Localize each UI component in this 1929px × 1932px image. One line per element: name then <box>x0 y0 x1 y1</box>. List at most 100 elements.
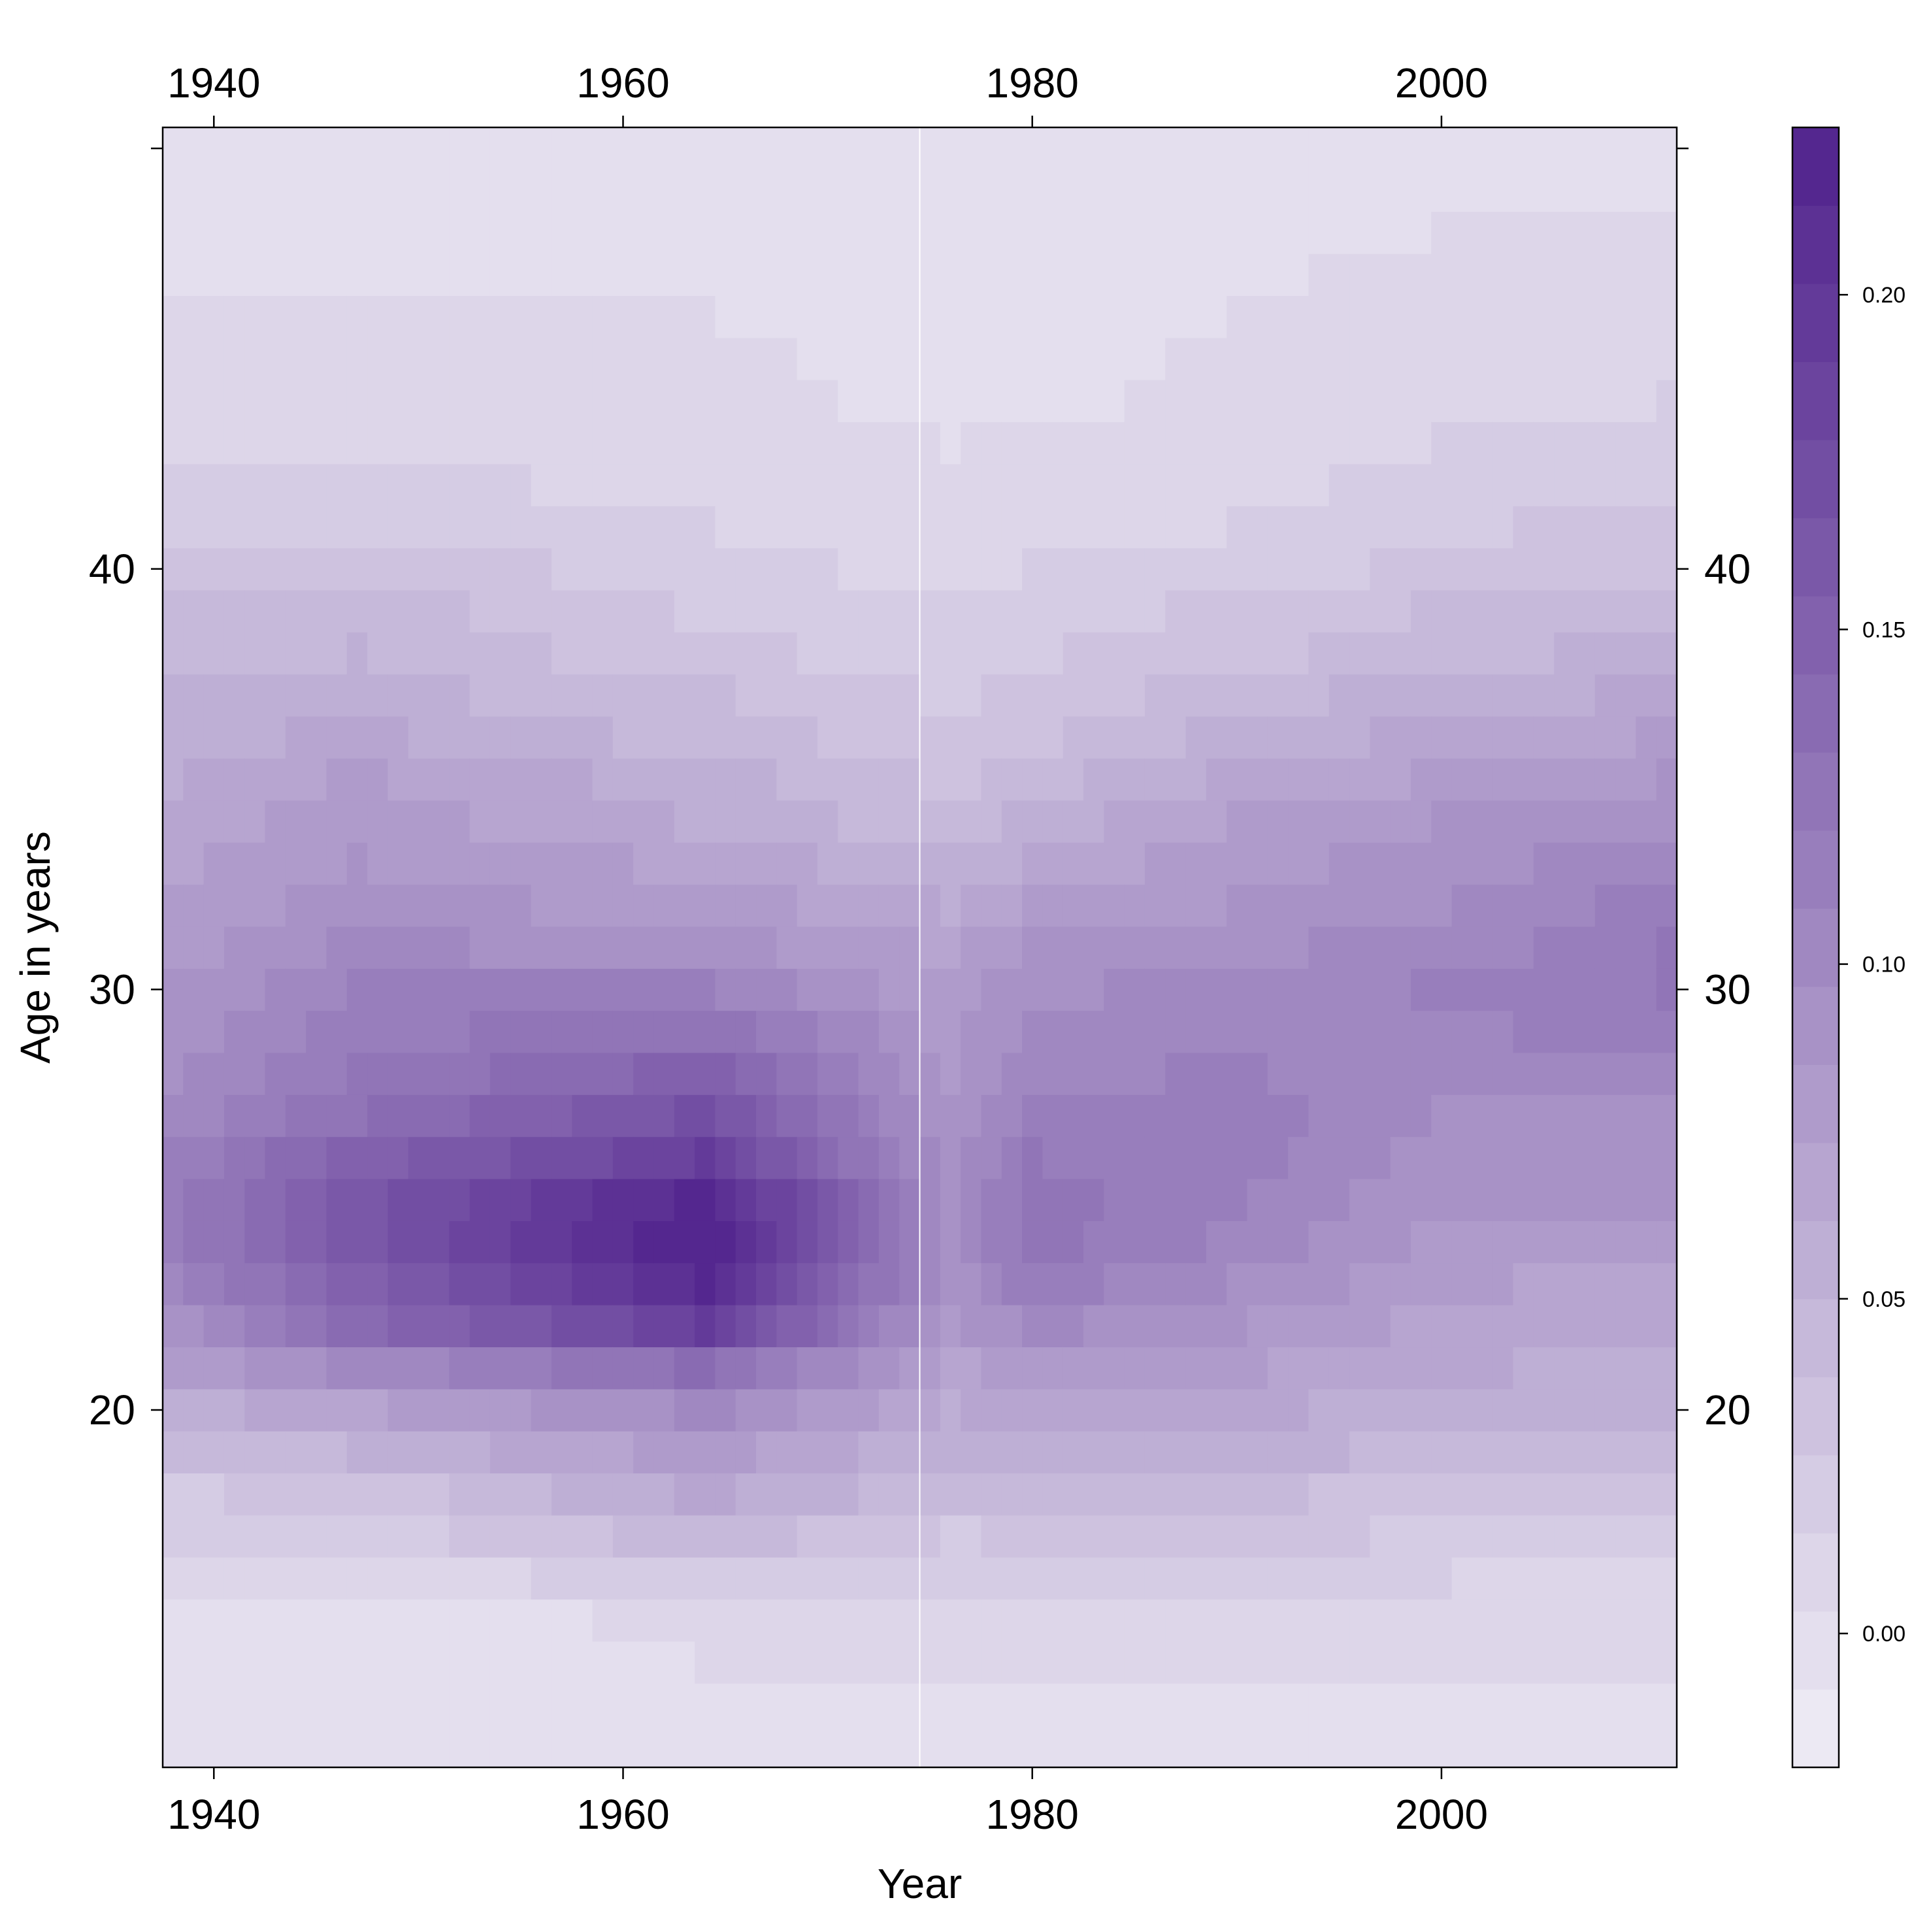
heatmap-cell <box>919 1683 941 1726</box>
heatmap-cell <box>306 1557 327 1600</box>
heatmap-cell <box>1636 1725 1657 1768</box>
heatmap-cell <box>203 1178 225 1221</box>
heatmap-cell <box>940 254 961 297</box>
heatmap-cell <box>489 968 511 1011</box>
heatmap-cell <box>449 1136 470 1179</box>
heatmap-cell <box>1308 842 1330 885</box>
heatmap-cell <box>306 1641 327 1684</box>
colorbar: 0.000.050.100.150.20 <box>1791 126 1905 1769</box>
heatmap-cell <box>1472 506 1493 549</box>
heatmap-cell <box>1615 254 1636 297</box>
heatmap-cell <box>878 926 900 969</box>
heatmap-cell <box>1267 1262 1289 1305</box>
heatmap-cell <box>203 1683 225 1726</box>
heatmap-cell <box>1472 380 1493 423</box>
heatmap-cell <box>551 1220 572 1264</box>
heatmap-cell <box>1185 1347 1207 1390</box>
heatmap-cell <box>695 800 716 843</box>
colorbar-swatch <box>1792 830 1839 909</box>
heatmap-cell <box>776 1094 798 1138</box>
heatmap-cell <box>1615 800 1636 843</box>
heatmap-cell <box>1001 254 1023 297</box>
heatmap-cell <box>1144 884 1166 927</box>
heatmap-cell <box>551 211 572 254</box>
heatmap-cell <box>510 1094 532 1138</box>
heatmap-cell <box>1390 1136 1411 1179</box>
heatmap-cell <box>1308 169 1330 212</box>
heatmap-cell <box>878 758 900 801</box>
heatmap-cell <box>1349 716 1370 759</box>
heatmap-cell <box>1349 926 1370 969</box>
heatmap-cell <box>429 674 450 717</box>
heatmap-cell <box>735 632 757 675</box>
heatmap-cell <box>1022 1347 1043 1390</box>
heatmap-cell <box>469 1431 491 1474</box>
heatmap-cell <box>1451 1725 1473 1768</box>
heatmap-cell <box>633 1262 655 1305</box>
heatmap-cell <box>940 1599 961 1642</box>
heatmap-cell <box>1636 968 1657 1011</box>
heatmap-cell <box>244 1641 266 1684</box>
heatmap-cell <box>1656 1725 1677 1768</box>
heatmap-cell <box>489 1010 511 1053</box>
heatmap-cell <box>797 337 818 380</box>
heatmap-cell <box>695 1725 716 1768</box>
heatmap-cell <box>510 589 532 632</box>
heatmap-cell <box>1554 716 1575 759</box>
heatmap-cell <box>1288 800 1309 843</box>
heatmap-cell <box>797 506 818 549</box>
heatmap-cell <box>715 1431 736 1474</box>
heatmap-cell <box>858 127 880 170</box>
heatmap-cell <box>1063 295 1084 338</box>
heatmap-cell <box>306 1599 327 1642</box>
heatmap-cell <box>1410 1347 1432 1390</box>
heatmap-cell <box>1370 463 1391 506</box>
heatmap-cell <box>1410 506 1432 549</box>
heatmap-cell <box>1227 169 1248 212</box>
heatmap-cell <box>531 1305 552 1348</box>
heatmap-cell <box>306 1094 327 1138</box>
heatmap-cell <box>1267 758 1289 801</box>
heatmap-cell <box>735 295 757 338</box>
heatmap-cell <box>981 1347 1002 1390</box>
heatmap-cell <box>1083 506 1104 549</box>
heatmap-cell <box>838 421 859 465</box>
heatmap-cell <box>1104 1136 1125 1179</box>
heatmap-cell <box>408 337 429 380</box>
heatmap-cell <box>715 127 736 170</box>
heatmap-cell <box>1472 1641 1493 1684</box>
heatmap-cell <box>367 1388 389 1432</box>
heatmap-cell <box>633 1473 655 1516</box>
heatmap-cell <box>1656 1388 1677 1432</box>
heatmap-cell <box>306 1388 327 1432</box>
heatmap-cell <box>183 463 205 506</box>
heatmap-cell <box>1042 1136 1064 1179</box>
heatmap-cell <box>1636 1220 1657 1264</box>
heatmap-cell <box>1431 463 1453 506</box>
heatmap-cell <box>408 548 429 591</box>
heatmap-cell <box>326 1347 348 1390</box>
heatmap-cell <box>633 632 655 675</box>
heatmap-cell <box>346 1262 368 1305</box>
heatmap-cell <box>1328 800 1350 843</box>
heatmap-cell <box>510 254 532 297</box>
heatmap-cell <box>163 295 184 338</box>
heatmap-cell <box>408 506 429 549</box>
heatmap-cell <box>1206 1347 1227 1390</box>
heatmap-cell <box>653 589 675 632</box>
heatmap-cell <box>1144 1305 1166 1348</box>
heatmap-cell <box>858 589 880 632</box>
heatmap-cell <box>367 1094 389 1138</box>
heatmap-cell <box>878 548 900 591</box>
heatmap-cell <box>203 1010 225 1053</box>
heatmap-cell <box>572 1010 593 1053</box>
heatmap-cell <box>183 926 205 969</box>
heatmap-cell <box>797 968 818 1011</box>
heatmap-cell <box>1063 1136 1084 1179</box>
heatmap-cell <box>1554 463 1575 506</box>
heatmap-cell <box>961 254 982 297</box>
heatmap-cell <box>326 968 348 1011</box>
heatmap-cell <box>449 716 470 759</box>
heatmap-cell <box>776 758 798 801</box>
heatmap-cell <box>572 254 593 297</box>
